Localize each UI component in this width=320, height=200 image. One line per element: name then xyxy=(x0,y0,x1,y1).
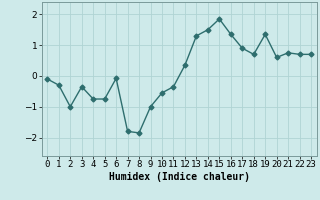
X-axis label: Humidex (Indice chaleur): Humidex (Indice chaleur) xyxy=(109,172,250,182)
